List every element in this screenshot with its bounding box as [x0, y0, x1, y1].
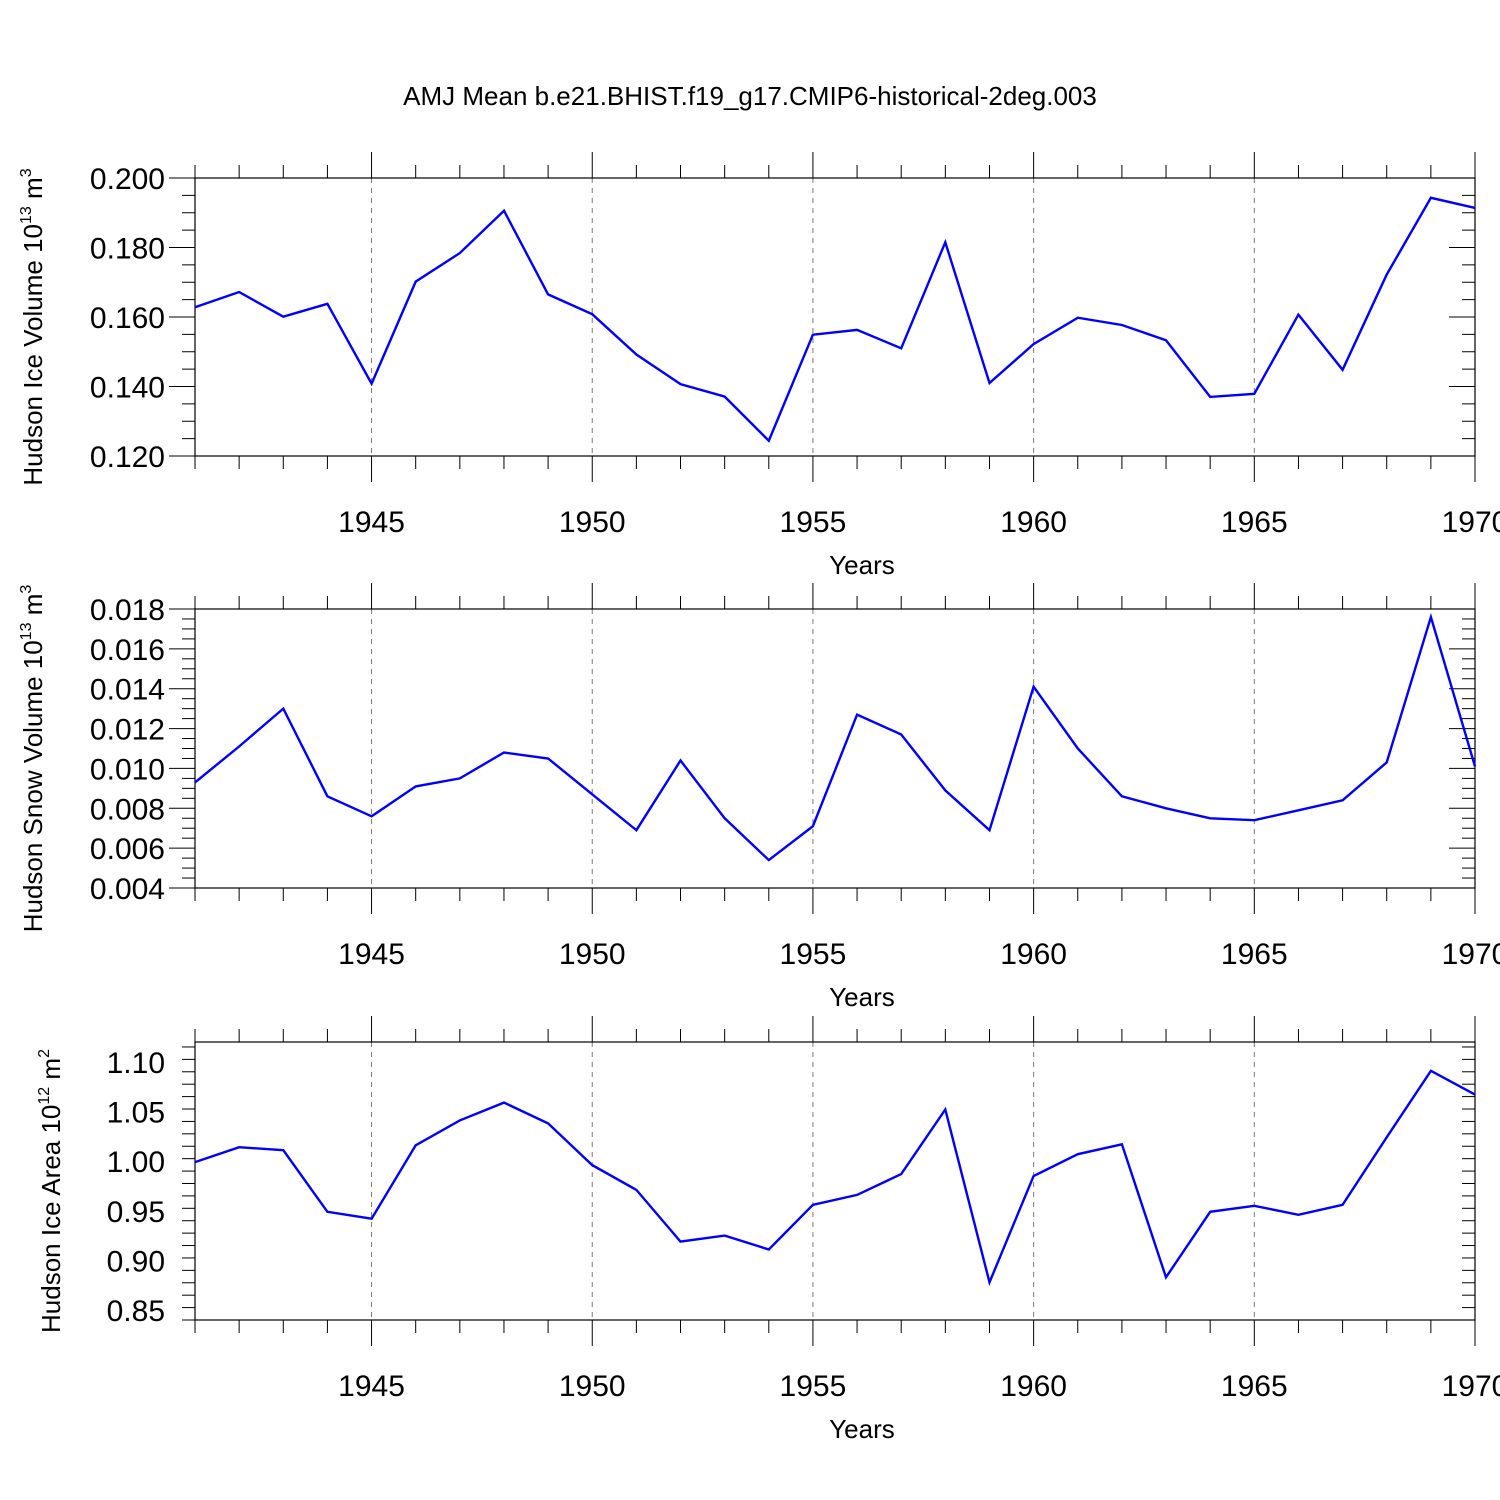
x-tick-label: 1955 [780, 506, 847, 539]
x-tick-label: 1965 [1221, 506, 1288, 539]
x-tick-label: 1965 [1221, 1370, 1288, 1403]
y-axis-label: Hudson Ice Area 1012 m2 [36, 1049, 66, 1333]
y-axis-label-superscript: 3 [18, 585, 35, 594]
y-tick-label: 0.85 [107, 1295, 165, 1328]
y-tick-label: 0.016 [90, 634, 165, 667]
y-tick-label: 0.140 [90, 372, 165, 405]
x-axis-label: Years [829, 550, 895, 580]
x-tick-label: 1960 [1000, 938, 1067, 971]
y-axis-label-text: Hudson Ice Volume 10 [18, 224, 48, 486]
y-tick-label: 0.010 [90, 753, 165, 786]
y-tick-label: 0.200 [90, 163, 165, 196]
x-tick-label: 1955 [780, 938, 847, 971]
y-tick-label: 0.180 [90, 233, 165, 266]
y-tick-label: 0.018 [90, 594, 165, 627]
x-tick-label: 1970 [1442, 506, 1500, 539]
plot-frame [194, 1041, 1476, 1321]
x-axis-label: Years [829, 1414, 895, 1444]
x-tick-label: 1950 [559, 506, 626, 539]
y-tick-label: 1.10 [107, 1047, 165, 1080]
y-axis-label-text: m [18, 177, 48, 206]
y-axis-label-text: Hudson Snow Volume 10 [18, 640, 48, 932]
plot-frame [194, 608, 1476, 889]
y-tick-label: 1.00 [107, 1146, 165, 1179]
panels-group: 1945 1950 1955 1960 1965 1970 Years 0.120 0.140 0… [18, 152, 1500, 1444]
y-axis-label-text: Hudson Ice Area 10 [36, 1105, 66, 1333]
x-tick-label: 1945 [338, 1370, 405, 1403]
panel-2: 1945 1950 1955 1960 1965 1970 Years 0.004 0.006 0… [18, 583, 1500, 1012]
y-axis-label-superscript: 2 [36, 1049, 53, 1058]
x-tick-label: 1970 [1442, 938, 1500, 971]
x-tick-label: 1960 [1000, 1370, 1067, 1403]
series-line [194, 612, 1477, 862]
x-tick-label: 1955 [780, 1370, 847, 1403]
x-tick-label: 1965 [1221, 938, 1288, 971]
y-axis-label-superscript: 13 [18, 206, 35, 224]
x-tick-label: 1960 [1000, 506, 1067, 539]
y-tick-label: 0.014 [90, 674, 165, 707]
y-tick-label: 1.05 [107, 1097, 165, 1130]
x-tick-label: 1950 [559, 938, 626, 971]
y-axis-label: Hudson Ice Volume 1013 m3 [18, 168, 48, 485]
figure-title: AMJ Mean b.e21.BHIST.f19_g17.CMIP6-histo… [403, 81, 1097, 111]
y-tick-label: 0.95 [107, 1196, 165, 1229]
plot-frame [194, 177, 1476, 457]
y-axis-label-text: m [18, 594, 48, 623]
x-tick-label: 1945 [338, 938, 405, 971]
series-line [194, 1069, 1476, 1287]
y-tick-label: 0.90 [107, 1245, 165, 1278]
panel-3: 1945 1950 1955 1960 1965 1970 Years 0.85 0.90 0.9… [36, 1016, 1500, 1444]
x-tick-label: 1950 [559, 1370, 626, 1403]
series-line [194, 196, 1476, 443]
y-axis-label-superscript: 13 [18, 622, 35, 640]
y-tick-label: 0.004 [90, 873, 165, 906]
y-tick-label: 0.160 [90, 302, 165, 335]
panel-1: 1945 1950 1955 1960 1965 1970 Years 0.120 0.140 0… [18, 152, 1500, 580]
y-tick-label: 0.012 [90, 714, 165, 747]
x-tick-label: 1970 [1442, 1370, 1500, 1403]
y-axis-label: Hudson Snow Volume 1013 m3 [18, 585, 48, 933]
y-axis-label-superscript: 12 [36, 1087, 53, 1105]
y-axis-label-superscript: 3 [18, 168, 35, 177]
y-tick-label: 0.006 [90, 833, 165, 866]
x-axis-label: Years [829, 982, 895, 1012]
y-axis-label-text: m [36, 1058, 66, 1087]
y-tick-label: 0.120 [90, 441, 165, 474]
y-tick-label: 0.008 [90, 793, 165, 826]
x-tick-label: 1945 [338, 506, 405, 539]
